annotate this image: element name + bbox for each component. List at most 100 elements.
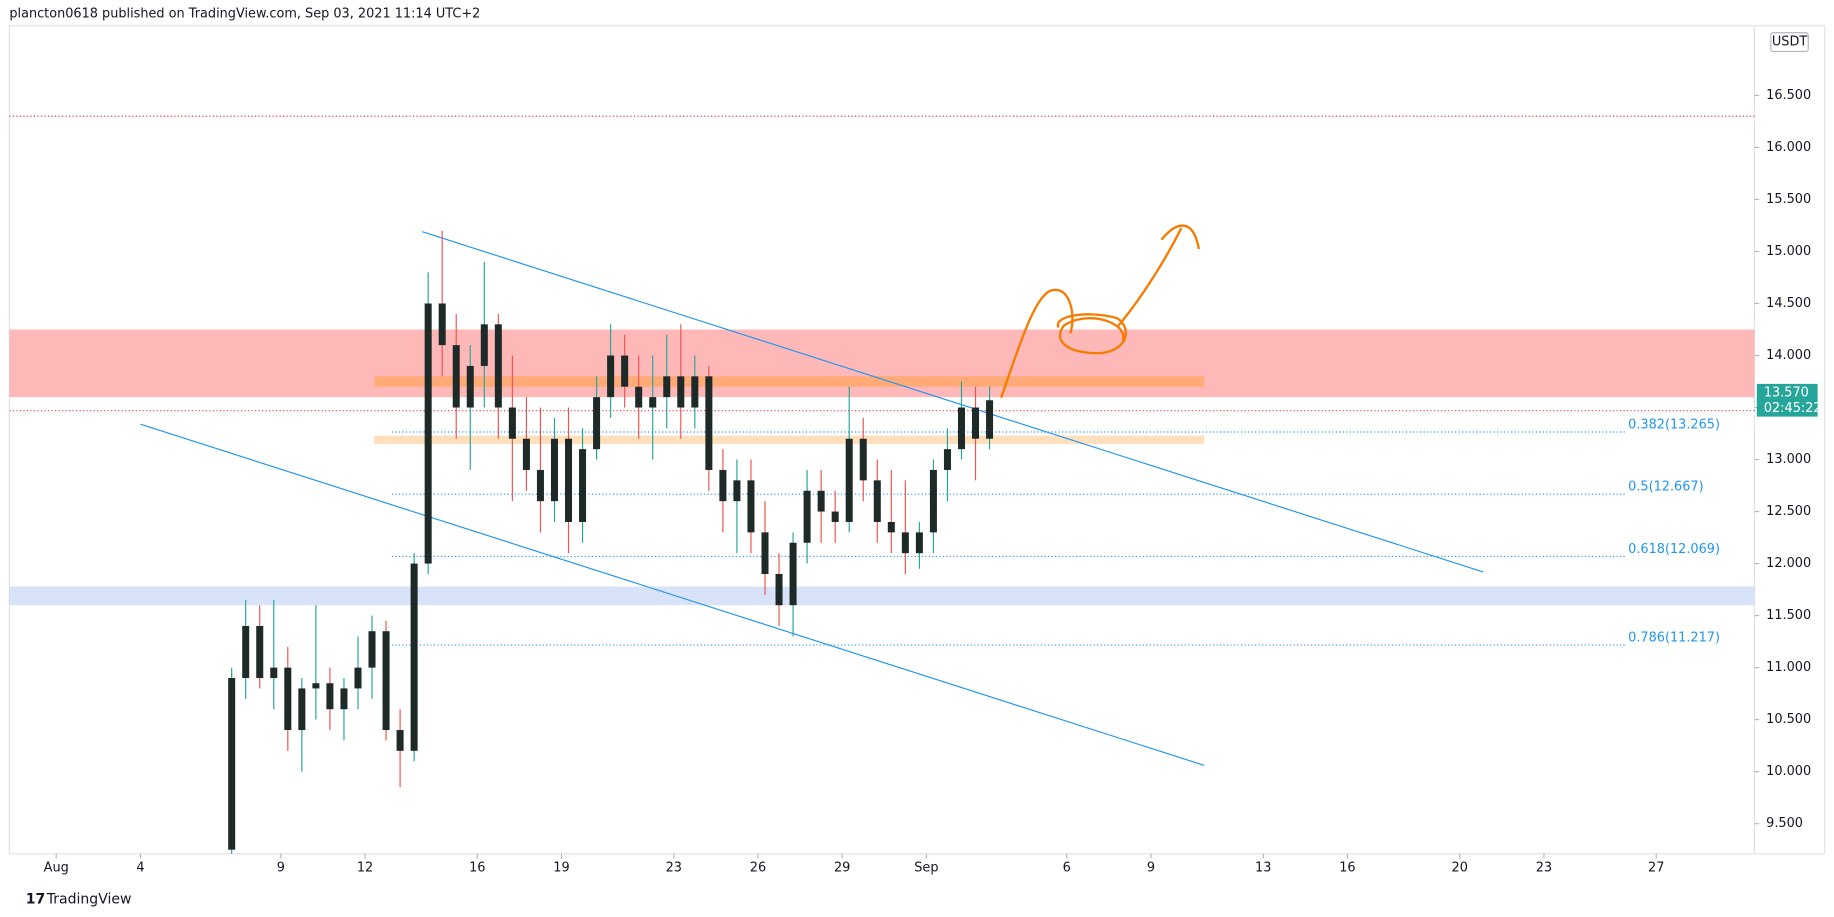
candle-body [242, 626, 250, 679]
candle-body [228, 678, 236, 850]
candle-body [368, 631, 376, 668]
candle-body [705, 376, 713, 470]
candle-body [986, 400, 994, 439]
candle-body [410, 563, 418, 751]
band [374, 435, 1205, 444]
candle-body [775, 573, 783, 606]
candle-body [382, 631, 390, 731]
y-tick-label: 16.500 [1766, 88, 1811, 103]
candle-body [873, 480, 881, 522]
y-tick-label: 12.000 [1766, 556, 1811, 571]
fib-label: 0.5(12.667) [1628, 480, 1703, 495]
candle-body [831, 511, 839, 522]
candle-body [649, 397, 657, 408]
zone [9, 586, 1755, 606]
y-tick-label: 13.000 [1766, 452, 1811, 467]
y-tick-label: 14.000 [1766, 348, 1811, 363]
candle-body [677, 376, 685, 408]
candle-body [354, 667, 362, 689]
candle-body [733, 480, 741, 502]
candle-body [466, 365, 474, 408]
x-tick-label: 4 [136, 860, 144, 875]
x-tick-label: 23 [666, 860, 682, 875]
x-tick-label: 12 [357, 860, 373, 875]
candle-body [929, 469, 937, 533]
x-tick-label: 9 [1147, 860, 1155, 875]
x-tick-label: 6 [1063, 860, 1071, 875]
y-tick-label: 10.000 [1766, 764, 1811, 779]
last-price-badge [1756, 383, 1818, 417]
y-tick-label: 15.500 [1766, 192, 1811, 207]
candle-body [817, 490, 825, 512]
candle-body [691, 376, 699, 408]
fib-label: 0.786(11.217) [1628, 631, 1720, 646]
candle-body [845, 438, 853, 522]
trend-line [422, 231, 1484, 573]
y-tick-label: 14.500 [1766, 296, 1811, 311]
candle-body [256, 626, 264, 679]
price-axis [1753, 25, 1826, 855]
currency: USDT [1772, 35, 1807, 50]
candle-body [887, 521, 895, 533]
candle-body [312, 683, 320, 689]
candle-body [270, 667, 278, 679]
candle-body [326, 683, 334, 710]
y-tick-label: 15.000 [1766, 244, 1811, 259]
axes-layer: 0.382(13.265) 0.5(12.667) 0.618(12.069) 0.7… [44, 32, 1822, 875]
footer: TradingView [46, 891, 132, 907]
candle-body [565, 438, 573, 522]
logo-mark: 17 [26, 891, 46, 907]
x-tick-label: 16 [469, 860, 485, 875]
header: plancton0618 published on TradingView.co… [9, 7, 480, 22]
candle-body [957, 407, 965, 450]
currency-badge [1770, 32, 1809, 53]
x-tick-label: 27 [1648, 860, 1664, 875]
y-tick-label: 11.000 [1766, 660, 1811, 675]
candle-body [593, 397, 601, 450]
candle-body [803, 490, 811, 543]
annotation-curve [1000, 224, 1201, 399]
candle-body [635, 386, 643, 408]
candle-body [550, 438, 558, 502]
plot-layer [9, 115, 1755, 854]
candle-body [284, 667, 292, 731]
candle-body [789, 542, 797, 606]
x-tick-label: 23 [1536, 860, 1552, 875]
candle-body [901, 532, 909, 554]
candle-body [719, 469, 727, 502]
zone [9, 329, 1755, 398]
candle-body [621, 355, 629, 387]
y-tick-label: 16.000 [1766, 140, 1811, 155]
candle-body [972, 407, 980, 439]
fib-label: 0.618(12.069) [1628, 542, 1720, 557]
candle-body [915, 532, 923, 554]
x-tick-label: 9 [277, 860, 285, 875]
y-tick-label: 10.500 [1766, 712, 1811, 727]
candle-body [522, 438, 530, 470]
x-tick-label: 26 [750, 860, 766, 875]
countdown: 02:45:22 [1764, 401, 1822, 416]
x-tick-label: 13 [1255, 860, 1271, 875]
candle-body [396, 730, 404, 751]
candle-body [859, 438, 867, 481]
y-tick-label: 12.500 [1766, 504, 1811, 519]
candle-body [536, 469, 544, 502]
band [374, 376, 1205, 387]
candle-body [494, 324, 502, 408]
x-tick-label: 19 [553, 860, 569, 875]
x-tick-label: Aug [44, 860, 69, 875]
last-price: 13.570 [1764, 386, 1809, 401]
candle-body [340, 688, 348, 710]
x-tick-label: 29 [834, 860, 850, 875]
candle-body [438, 303, 446, 346]
x-tick-label: Sep [914, 860, 938, 875]
y-tick-label: 11.500 [1766, 608, 1811, 623]
candle-body [761, 532, 769, 574]
candle-body [943, 449, 951, 470]
candle-body [298, 688, 306, 731]
fib-label: 0.382(13.265) [1628, 417, 1720, 432]
candle-body [480, 324, 488, 366]
x-tick-label: 20 [1452, 860, 1468, 875]
